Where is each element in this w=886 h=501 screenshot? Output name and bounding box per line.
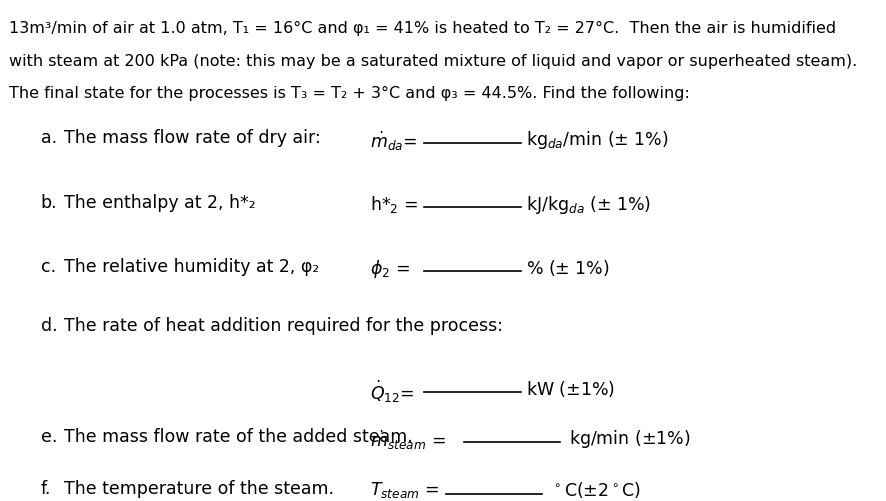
Text: h*$_2$ =: h*$_2$ = bbox=[370, 193, 418, 214]
Text: a.: a. bbox=[41, 129, 57, 147]
Text: d.: d. bbox=[41, 317, 58, 335]
Text: % ($\pm$ 1%): % ($\pm$ 1%) bbox=[525, 258, 609, 278]
Text: The enthalpy at 2, h*₂: The enthalpy at 2, h*₂ bbox=[65, 193, 256, 211]
Text: b.: b. bbox=[41, 193, 58, 211]
Text: The mass flow rate of dry air:: The mass flow rate of dry air: bbox=[65, 129, 321, 147]
Text: $T_{steam}$ =: $T_{steam}$ = bbox=[370, 480, 439, 500]
Text: $\phi_2$ =: $\phi_2$ = bbox=[370, 258, 410, 280]
Text: kW ($\pm$1%): kW ($\pm$1%) bbox=[525, 379, 614, 398]
Text: The final state for the processes is T₃ = T₂ + 3°C and φ₃ = 44.5%. Find the foll: The final state for the processes is T₃ … bbox=[9, 86, 688, 101]
Text: $\dot{Q}_{12}$=: $\dot{Q}_{12}$= bbox=[370, 379, 415, 405]
Text: $^\circ$C($\pm$2$^\circ$C): $^\circ$C($\pm$2$^\circ$C) bbox=[550, 480, 641, 500]
Text: kJ/kg$_{da}$ ($\pm$ 1%): kJ/kg$_{da}$ ($\pm$ 1%) bbox=[525, 193, 650, 215]
Text: $\dot{m}_{steam}$ =: $\dot{m}_{steam}$ = bbox=[370, 428, 446, 451]
Text: The temperature of the steam.: The temperature of the steam. bbox=[65, 480, 334, 498]
Text: The mass flow rate of the added steam.: The mass flow rate of the added steam. bbox=[65, 428, 413, 446]
Text: kg$_{da}$/min ($\pm$ 1%): kg$_{da}$/min ($\pm$ 1%) bbox=[525, 129, 668, 151]
Text: c.: c. bbox=[41, 258, 56, 276]
Text: f.: f. bbox=[41, 480, 51, 498]
Text: e.: e. bbox=[41, 428, 57, 446]
Text: The rate of heat addition required for the process:: The rate of heat addition required for t… bbox=[65, 317, 503, 335]
Text: with steam at 200 kPa (note: this may be a saturated mixture of liquid and vapor: with steam at 200 kPa (note: this may be… bbox=[9, 54, 856, 69]
Text: $\dot{m}_{da}$=: $\dot{m}_{da}$= bbox=[370, 129, 417, 153]
Text: 13m³/min of air at 1.0 atm, T₁ = 16°C and φ₁ = 41% is heated to T₂ = 27°C.  Then: 13m³/min of air at 1.0 atm, T₁ = 16°C an… bbox=[9, 22, 835, 37]
Text: kg/min ($\pm$1%): kg/min ($\pm$1%) bbox=[568, 428, 689, 450]
Text: The relative humidity at 2, φ₂: The relative humidity at 2, φ₂ bbox=[65, 258, 319, 276]
